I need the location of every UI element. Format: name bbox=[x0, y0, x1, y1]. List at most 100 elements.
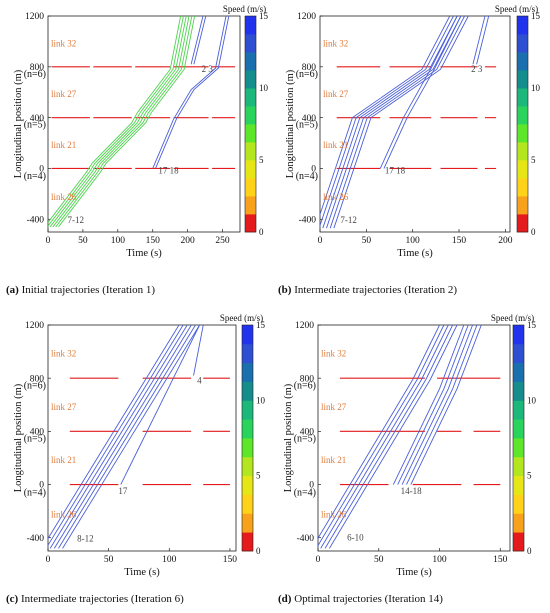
colorbar-step bbox=[245, 52, 256, 71]
panel-caption: (b) Intermediate trajectories (Iteration… bbox=[278, 284, 457, 296]
trajectory-line bbox=[55, 16, 193, 228]
link-label: link 27 bbox=[321, 402, 347, 412]
x-tick-label: 100 bbox=[162, 555, 177, 565]
trajectory-line bbox=[62, 325, 200, 549]
trajectory-line bbox=[326, 16, 462, 229]
colorbar-tick-label: 0 bbox=[256, 546, 261, 556]
node-label: (n=5) bbox=[24, 120, 46, 131]
y-tick-label: 800 bbox=[30, 374, 45, 384]
x-axis-label: Time (s) bbox=[124, 567, 160, 578]
node-label: (n=6) bbox=[24, 69, 46, 80]
link-label: link 21 bbox=[51, 455, 76, 465]
y-tick-label: 0 bbox=[39, 481, 44, 491]
colorbar-step bbox=[242, 381, 253, 401]
caption-text: Optimal trajectories (Iteration 14) bbox=[291, 593, 443, 605]
y-tick-label: 1200 bbox=[297, 12, 316, 22]
trajectory-line bbox=[410, 325, 482, 485]
colorbar-step bbox=[245, 196, 256, 215]
y-tick-label: -400 bbox=[297, 534, 315, 544]
x-tick-label: 150 bbox=[493, 555, 508, 565]
y-axis-label: Longitudinal position (m) bbox=[285, 69, 296, 178]
y-tick-label: -400 bbox=[27, 534, 45, 544]
colorbar-step bbox=[517, 70, 528, 89]
y-tick-label: 800 bbox=[30, 63, 45, 73]
colorbar-tick-label: 15 bbox=[527, 320, 537, 330]
colorbar-step bbox=[517, 88, 528, 107]
colorbar-tick-label: 10 bbox=[527, 395, 537, 405]
plot-area bbox=[48, 16, 236, 228]
y-tick-label: 1200 bbox=[295, 321, 314, 331]
x-tick-label: 200 bbox=[181, 236, 196, 246]
colorbar-tick-label: 15 bbox=[256, 320, 266, 330]
y-tick-label: 400 bbox=[30, 114, 45, 124]
trajectory-line bbox=[383, 16, 462, 169]
y-tick-label: 1200 bbox=[25, 321, 44, 331]
colorbar-step bbox=[513, 475, 524, 495]
x-axis-label: Time (s) bbox=[397, 248, 433, 259]
node-label: (n=6) bbox=[294, 380, 316, 391]
colorbar-step bbox=[245, 34, 256, 53]
colorbar-step bbox=[517, 214, 528, 233]
trajectory-line bbox=[155, 16, 230, 169]
x-tick-label: 100 bbox=[432, 555, 447, 565]
colorbar-tick-label: 10 bbox=[256, 395, 266, 405]
link-label: link 32 bbox=[51, 349, 76, 359]
trajectory-line bbox=[318, 325, 445, 547]
colorbar-step bbox=[245, 70, 256, 89]
x-tick-label: 50 bbox=[374, 555, 384, 565]
y-tick-label: -400 bbox=[27, 215, 45, 225]
link-label: link 27 bbox=[51, 402, 77, 412]
colorbar-frame bbox=[241, 324, 254, 552]
vehicle-annotation: 7-12 bbox=[68, 215, 85, 225]
x-tick-label: 100 bbox=[111, 236, 126, 246]
colorbar-step bbox=[242, 343, 253, 364]
colorbar-tick-label: 15 bbox=[259, 11, 269, 21]
colorbar-step bbox=[242, 513, 253, 533]
x-tick-label: 200 bbox=[498, 236, 513, 246]
colorbar-step bbox=[517, 124, 528, 143]
node-label: (n=5) bbox=[24, 434, 46, 445]
node-label: (n=5) bbox=[296, 120, 318, 131]
plot-frame bbox=[319, 15, 511, 233]
x-tick-label: 50 bbox=[362, 236, 372, 246]
caption-letter: (d) bbox=[278, 593, 292, 605]
y-tick-label: 800 bbox=[300, 374, 315, 384]
colorbar-tick-label: 10 bbox=[531, 83, 541, 93]
plot-frame bbox=[317, 324, 511, 552]
x-tick-label: 0 bbox=[318, 236, 323, 246]
trajectory-line bbox=[401, 325, 473, 485]
x-tick-label: 150 bbox=[223, 555, 238, 565]
colorbar-step bbox=[245, 88, 256, 107]
trajectory-line bbox=[193, 16, 207, 65]
node-label: (n=4) bbox=[296, 171, 318, 182]
colorbar-step bbox=[242, 400, 253, 420]
link-label: link 27 bbox=[51, 89, 77, 99]
colorbar-frame bbox=[512, 324, 525, 552]
trajectory-line bbox=[190, 16, 204, 65]
y-tick-label: 1200 bbox=[25, 12, 44, 22]
trajectory-line bbox=[406, 325, 478, 485]
x-tick-label: 0 bbox=[316, 555, 321, 565]
vehicle-annotation: 17 18 bbox=[158, 166, 179, 176]
x-tick-label: 150 bbox=[452, 236, 467, 246]
y-tick-label: 800 bbox=[302, 63, 317, 73]
colorbar-step bbox=[517, 52, 528, 71]
colorbar-step bbox=[245, 106, 256, 125]
trajectory-line bbox=[324, 325, 454, 549]
trajectory-line bbox=[333, 16, 469, 229]
colorbar-step bbox=[513, 456, 524, 477]
colorbar-label: Speed (m/s) bbox=[223, 4, 266, 14]
colorbar-step bbox=[513, 362, 524, 382]
colorbar-step bbox=[245, 124, 256, 143]
y-axis-label: Longitudinal position (m) bbox=[13, 383, 24, 492]
vehicle-annotation: 8-12 bbox=[77, 534, 94, 544]
colorbar-step bbox=[513, 438, 524, 458]
trajectory-line bbox=[58, 325, 196, 549]
trajectory-line bbox=[472, 16, 486, 65]
plot-area bbox=[320, 16, 497, 229]
colorbar-tick-label: 5 bbox=[531, 155, 536, 165]
vehicle-annotation: 6-10 bbox=[347, 532, 364, 542]
